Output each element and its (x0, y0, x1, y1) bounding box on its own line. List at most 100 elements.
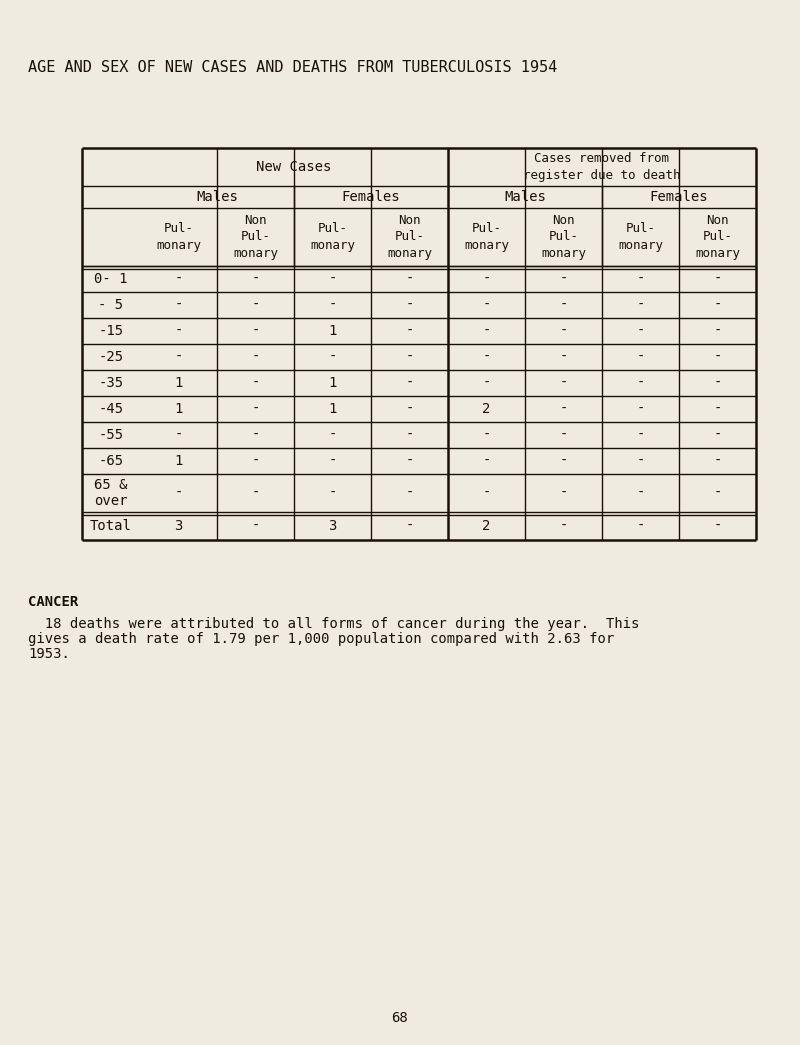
Text: -: - (406, 324, 414, 338)
Text: Total: Total (90, 519, 132, 533)
Text: Females: Females (342, 190, 400, 204)
Text: -: - (636, 298, 645, 312)
Text: Pul-
monary: Pul- monary (464, 223, 509, 252)
Text: -: - (174, 428, 182, 442)
Text: Males: Males (504, 190, 546, 204)
Text: -55: -55 (98, 428, 123, 442)
Text: -: - (482, 428, 490, 442)
Text: 2: 2 (482, 402, 490, 416)
Text: -: - (482, 486, 490, 500)
Text: -: - (251, 272, 260, 286)
Text: -: - (328, 486, 337, 500)
Text: -: - (714, 519, 722, 533)
Text: -: - (251, 454, 260, 468)
Text: 3: 3 (328, 519, 337, 533)
Text: -: - (636, 454, 645, 468)
Text: -: - (636, 402, 645, 416)
Text: -: - (714, 402, 722, 416)
Text: -: - (714, 454, 722, 468)
Text: 1: 1 (328, 324, 337, 338)
Text: 3: 3 (174, 519, 182, 533)
Text: -: - (559, 454, 568, 468)
Text: -: - (251, 519, 260, 533)
Text: -: - (174, 350, 182, 364)
Text: -: - (406, 486, 414, 500)
Text: -: - (406, 350, 414, 364)
Text: Non
Pul-
monary: Non Pul- monary (387, 214, 432, 259)
Text: -: - (251, 324, 260, 338)
Text: -: - (406, 298, 414, 312)
Text: -: - (174, 486, 182, 500)
Text: -: - (406, 402, 414, 416)
Text: -: - (559, 519, 568, 533)
Text: -: - (559, 376, 568, 390)
Text: New Cases: New Cases (256, 160, 332, 175)
Text: Non
Pul-
monary: Non Pul- monary (233, 214, 278, 259)
Text: -: - (636, 486, 645, 500)
Text: -: - (174, 272, 182, 286)
Text: CANCER: CANCER (28, 595, 78, 609)
Text: -25: -25 (98, 350, 123, 364)
Text: Males: Males (196, 190, 238, 204)
Text: -: - (251, 298, 260, 312)
Text: -: - (251, 350, 260, 364)
Text: -35: -35 (98, 376, 123, 390)
Text: 18 deaths were attributed to all forms of cancer during the year.  This: 18 deaths were attributed to all forms o… (28, 617, 639, 631)
Text: -: - (559, 324, 568, 338)
Text: -: - (636, 376, 645, 390)
Text: -: - (406, 519, 414, 533)
Text: -: - (714, 486, 722, 500)
Text: 65 &
over: 65 & over (94, 478, 128, 508)
Text: -45: -45 (98, 402, 123, 416)
Text: -: - (559, 350, 568, 364)
Text: -: - (482, 350, 490, 364)
Text: -: - (559, 272, 568, 286)
Text: 2: 2 (482, 519, 490, 533)
Text: 1953.: 1953. (28, 647, 70, 661)
Text: -: - (636, 350, 645, 364)
Text: -: - (328, 272, 337, 286)
Text: -: - (559, 298, 568, 312)
Text: -: - (328, 298, 337, 312)
Text: 1: 1 (328, 376, 337, 390)
Text: 1: 1 (174, 376, 182, 390)
Text: -: - (251, 486, 260, 500)
Text: -: - (328, 454, 337, 468)
Text: 1: 1 (174, 454, 182, 468)
Text: -: - (559, 428, 568, 442)
Text: -: - (482, 324, 490, 338)
Text: -15: -15 (98, 324, 123, 338)
Text: Pul-
monary: Pul- monary (156, 223, 201, 252)
Text: -: - (714, 298, 722, 312)
Text: Pul-
monary: Pul- monary (618, 223, 663, 252)
Text: -: - (328, 350, 337, 364)
Text: Non
Pul-
monary: Non Pul- monary (695, 214, 740, 259)
Text: -: - (328, 428, 337, 442)
Text: -: - (482, 454, 490, 468)
Text: -: - (714, 350, 722, 364)
Text: -: - (636, 428, 645, 442)
Text: -: - (559, 486, 568, 500)
Text: -: - (714, 272, 722, 286)
Text: Cases removed from
register due to death: Cases removed from register due to death (523, 152, 681, 182)
Text: 1: 1 (174, 402, 182, 416)
Text: -65: -65 (98, 454, 123, 468)
Text: - 5: - 5 (98, 298, 123, 312)
Text: 0- 1: 0- 1 (94, 272, 128, 286)
Text: -: - (251, 428, 260, 442)
Text: Females: Females (650, 190, 708, 204)
Text: -: - (482, 298, 490, 312)
Text: -: - (406, 376, 414, 390)
Text: gives a death rate of 1.79 per 1,000 population compared with 2.63 for: gives a death rate of 1.79 per 1,000 pop… (28, 632, 614, 646)
Text: -: - (482, 376, 490, 390)
Text: AGE AND SEX OF NEW CASES AND DEATHS FROM TUBERCULOSIS 1954: AGE AND SEX OF NEW CASES AND DEATHS FROM… (28, 61, 558, 75)
Text: -: - (406, 272, 414, 286)
Text: -: - (636, 272, 645, 286)
Text: -: - (174, 324, 182, 338)
Text: -: - (174, 298, 182, 312)
Text: 1: 1 (328, 402, 337, 416)
Text: -: - (482, 272, 490, 286)
Text: -: - (406, 454, 414, 468)
Text: Non
Pul-
monary: Non Pul- monary (541, 214, 586, 259)
Text: -: - (251, 402, 260, 416)
